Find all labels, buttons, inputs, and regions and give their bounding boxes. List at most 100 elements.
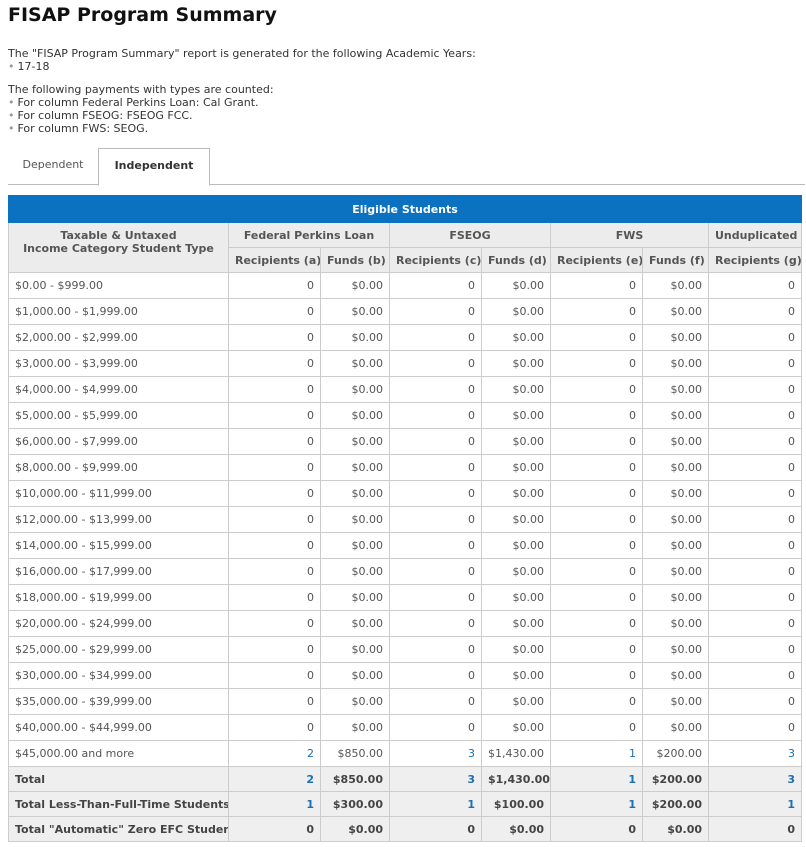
row-label: $18,000.00 - $19,999.00 <box>8 584 229 611</box>
cell: $0.00 <box>642 584 709 611</box>
row-label: $40,000.00 - $44,999.00 <box>8 714 229 741</box>
cell-link[interactable]: 1 <box>628 772 636 786</box>
cell: $0.00 <box>481 376 551 403</box>
cell: 0 <box>550 714 643 741</box>
column-header: Recipients (g) <box>708 247 802 273</box>
cell: 0 <box>708 532 802 559</box>
cell-link[interactable]: 2 <box>307 747 314 760</box>
cell: 0 <box>228 610 321 637</box>
cell: $0.00 <box>642 714 709 741</box>
data-row: $35,000.00 - $39,999.00 0 $0.00 0 $0.00 0 $0.0… <box>8 688 802 715</box>
cell-link[interactable]: 1 <box>467 797 475 811</box>
data-row: $12,000.00 - $13,999.00 0 $0.00 0 $0.00 0 $0.0… <box>8 506 802 533</box>
group-header: Federal Perkins Loan <box>228 222 390 248</box>
cell: $0.00 <box>642 272 709 299</box>
cell: $0.00 <box>320 688 390 715</box>
cell: 0 <box>708 584 802 611</box>
column-header: Recipients (a) <box>228 247 321 273</box>
row-label: $12,000.00 - $13,999.00 <box>8 506 229 533</box>
cell-link[interactable]: 3 <box>467 772 475 786</box>
data-row: $18,000.00 - $19,999.00 0 $0.00 0 $0.00 0 $0.0… <box>8 584 802 611</box>
cell-link[interactable]: 1 <box>787 797 795 811</box>
cell: 0 <box>708 688 802 715</box>
cell: 0 <box>550 402 643 429</box>
row-label: $2,000.00 - $2,999.00 <box>8 324 229 351</box>
cell: $0.00 <box>642 402 709 429</box>
cell: $0.00 <box>481 506 551 533</box>
cell: 0 <box>228 298 321 325</box>
cell: 0 <box>389 584 482 611</box>
cell: 0 <box>389 662 482 689</box>
cell: 0 <box>228 480 321 507</box>
cell: $0.00 <box>481 480 551 507</box>
cell: $0.00 <box>481 350 551 377</box>
cell: 1 <box>228 791 321 817</box>
cell: 2 <box>228 766 321 792</box>
cell: 0 <box>708 324 802 351</box>
cell: $0.00 <box>320 324 390 351</box>
cell: $0.00 <box>642 324 709 351</box>
cell: 0 <box>389 816 482 842</box>
cell: 0 <box>550 636 643 663</box>
cell: $0.00 <box>642 688 709 715</box>
cell: $0.00 <box>481 402 551 429</box>
cell: 0 <box>389 454 482 481</box>
cell-link[interactable]: 1 <box>628 797 636 811</box>
cell: 0 <box>708 816 802 842</box>
cell: $1,430.00 <box>481 766 551 792</box>
cell: $0.00 <box>642 428 709 455</box>
cell: 0 <box>708 454 802 481</box>
total-row: Total 2 $850.00 3 $1,430.00 1 $200.00 3 <box>8 766 802 792</box>
group-header-row: Taxable & Untaxed Income Category Student… <box>8 222 802 273</box>
cell: 0 <box>228 402 321 429</box>
cell: 0 <box>389 298 482 325</box>
cell: 0 <box>228 272 321 299</box>
cell: 0 <box>708 636 802 663</box>
cell: 0 <box>389 714 482 741</box>
cell: 0 <box>708 610 802 637</box>
payments-list: For column Federal Perkins Loan: Cal Gra… <box>8 96 476 135</box>
cell: $0.00 <box>642 636 709 663</box>
tab[interactable]: Independent <box>98 148 210 186</box>
cell-link[interactable]: 1 <box>629 747 636 760</box>
cell-link[interactable]: 1 <box>306 797 314 811</box>
cell: $0.00 <box>481 816 551 842</box>
cell: 0 <box>708 298 802 325</box>
tab[interactable]: Dependent <box>22 158 84 171</box>
cell: $100.00 <box>481 791 551 817</box>
cell: 0 <box>389 376 482 403</box>
cell-link[interactable]: 3 <box>787 772 795 786</box>
cell-link[interactable]: 2 <box>306 772 314 786</box>
row-label: $45,000.00 and more <box>8 740 229 767</box>
row-label: $30,000.00 - $34,999.00 <box>8 662 229 689</box>
column-header: Funds (f) <box>642 247 709 273</box>
cell-link[interactable]: 3 <box>788 747 795 760</box>
cell: $0.00 <box>320 428 390 455</box>
cell: $0.00 <box>481 584 551 611</box>
cell: $0.00 <box>642 816 709 842</box>
payment-item: For column Federal Perkins Loan: Cal Gra… <box>8 96 476 109</box>
cell: $0.00 <box>481 610 551 637</box>
banner-row: Eligible Students <box>8 195 802 223</box>
cell: $0.00 <box>320 636 390 663</box>
cell: 0 <box>389 532 482 559</box>
data-row: $2,000.00 - $2,999.00 0 $0.00 0 $0.00 0 $0.00 0 <box>8 324 802 351</box>
cell: 0 <box>228 662 321 689</box>
cell: 1 <box>550 740 643 767</box>
cell: $200.00 <box>642 766 709 792</box>
cell-link[interactable]: 3 <box>468 747 475 760</box>
cell: 0 <box>389 506 482 533</box>
cell: 0 <box>228 428 321 455</box>
summary-table: Eligible Students Taxable & Untaxed Income… <box>8 195 802 842</box>
total-row: Total "Automatic" Zero EFC Students 0 $0.0… <box>8 816 802 842</box>
cell: $0.00 <box>481 428 551 455</box>
cell: 0 <box>550 324 643 351</box>
cell: $0.00 <box>320 350 390 377</box>
cell: 0 <box>228 376 321 403</box>
cell: $0.00 <box>481 298 551 325</box>
cell: $0.00 <box>320 816 390 842</box>
cell: $0.00 <box>320 506 390 533</box>
cell: 0 <box>708 376 802 403</box>
data-row: $1,000.00 - $1,999.00 0 $0.00 0 $0.00 0 $0.00 0 <box>8 298 802 325</box>
